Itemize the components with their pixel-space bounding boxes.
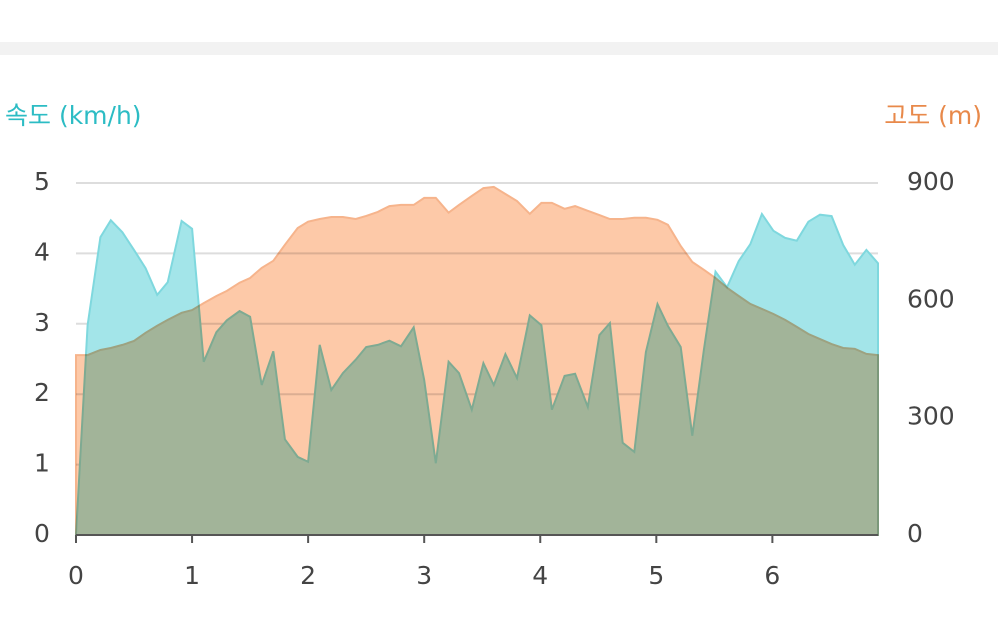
x-tick-label: 0 bbox=[68, 561, 84, 590]
x-tick-label: 5 bbox=[648, 561, 664, 590]
y-tick-label: 3 bbox=[34, 308, 50, 337]
y-axis-title: 속도 (km/h) bbox=[5, 101, 142, 130]
area bbox=[75, 185, 879, 536]
y2-tick-label: 300 bbox=[907, 402, 955, 431]
y-tick-label: 5 bbox=[34, 167, 50, 196]
x-tick-label: 3 bbox=[416, 561, 432, 590]
x-tick-label: 2 bbox=[300, 561, 316, 590]
x-tick-label: 6 bbox=[764, 561, 780, 590]
divider bbox=[0, 42, 998, 55]
x-tick-label: 1 bbox=[184, 561, 200, 590]
y2-tick-label: 900 bbox=[907, 167, 955, 196]
y-tick-label: 2 bbox=[34, 378, 50, 407]
y-tick-label: 0 bbox=[34, 519, 50, 548]
x-tick-label: 4 bbox=[532, 561, 548, 590]
y-tick-label: 1 bbox=[34, 449, 50, 478]
y2-axis-title: 고도 (m) bbox=[884, 101, 982, 130]
y2-tick-label: 0 bbox=[907, 519, 923, 548]
y2-tick-label: 600 bbox=[907, 284, 955, 313]
y-tick-label: 4 bbox=[34, 237, 50, 266]
